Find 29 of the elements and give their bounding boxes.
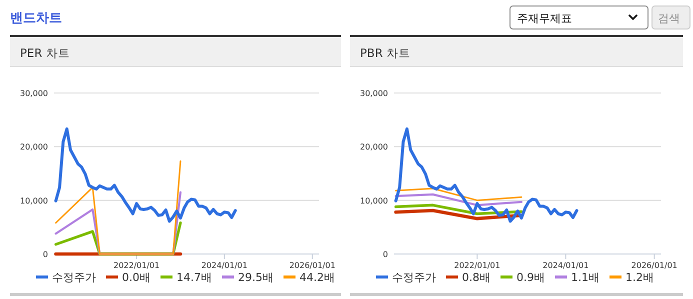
y-tick-label: 10,000 [360,196,388,206]
chart-title: PBR 차트 [360,46,410,60]
legend-label: 14.7배 [176,271,212,284]
y-tick-label: 0 [42,250,48,259]
x-tick-label: 2026/01/01 [289,261,336,270]
x-tick-label: 2026/01/01 [631,261,678,270]
legend-label: 수정주가 [392,271,436,284]
legend-label: 1.1배 [571,271,600,284]
legend-label: 0.0배 [122,271,150,284]
legend-label: 29.5배 [238,271,274,284]
y-tick-label: 10,000 [20,196,48,206]
legend-label: 44.2배 [300,271,335,284]
y-tick-label: 20,000 [360,142,388,152]
legend-label: 1.2배 [626,271,654,284]
y-tick-label: 20,000 [20,142,48,152]
x-tick-label: 2022/01/01 [114,261,160,270]
legend-label: 수정주가 [52,271,96,284]
x-tick-label: 2022/01/01 [454,261,500,270]
legend-label: 0.9배 [516,271,545,284]
chart-title: PER 차트 [20,46,70,60]
x-tick-label: 2024/01/01 [201,261,248,270]
y-tick-label: 30,000 [360,89,388,98]
legend-label: 0.8배 [462,271,490,284]
y-tick-label: 30,000 [20,89,48,98]
x-tick-label: 2024/01/01 [542,261,589,270]
button: 검색 [652,6,690,30]
text: 밴드차트 [10,11,62,26]
select: 주재무제표 [510,6,648,30]
y-tick-label: 0 [382,250,388,259]
